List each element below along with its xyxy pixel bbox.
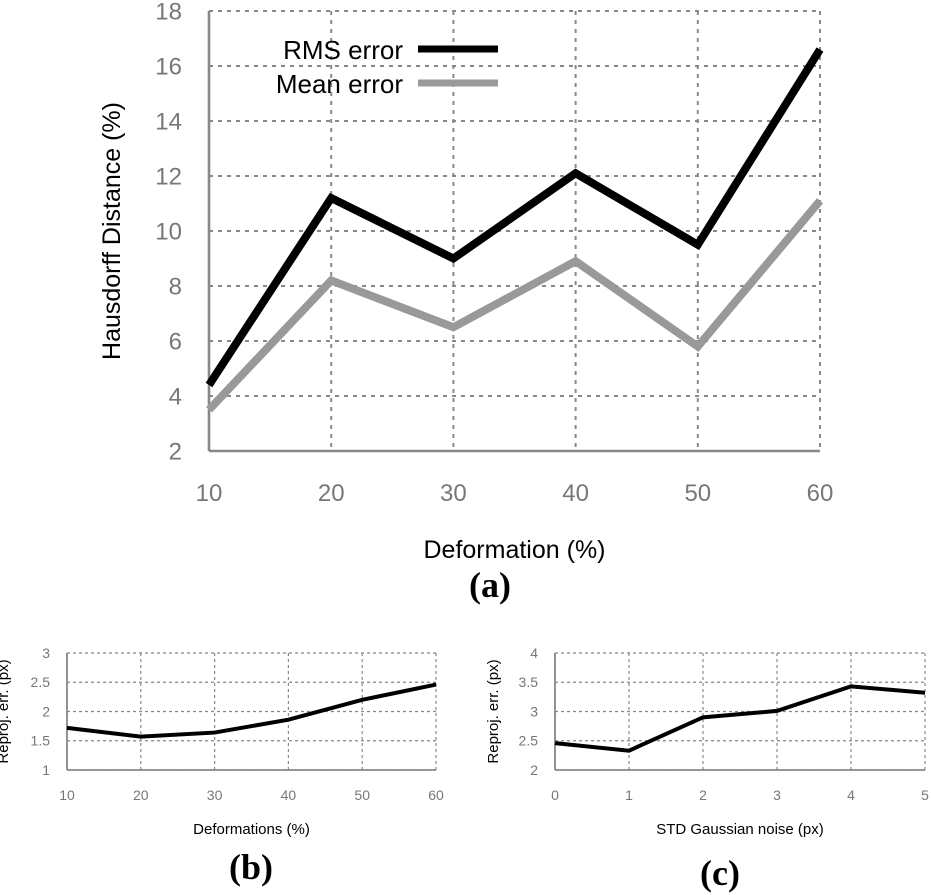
y-tick-label: 2.5: [31, 674, 51, 690]
y-tick-label: 3.5: [519, 674, 539, 690]
series-line-2: [206, 198, 824, 413]
y-tick-label: 1: [42, 762, 50, 778]
y-tick-label: 3: [530, 703, 538, 719]
x-tick-label: 10: [196, 480, 223, 507]
x-tick-label: 4: [847, 787, 855, 803]
x-tick-label: 3: [773, 787, 781, 803]
y-tick-label: 4: [169, 383, 182, 410]
x-tick-label: 30: [207, 787, 223, 803]
y-tick-label: 14: [155, 108, 182, 135]
x-axis-label: STD Gaussian noise (px): [656, 821, 824, 838]
legend-label: RMS error: [283, 35, 403, 65]
y-tick-label: 10: [155, 218, 182, 245]
y-tick-label: 2.5: [519, 733, 539, 749]
y-tick-label: 2: [169, 438, 182, 465]
y-tick-label: 2: [530, 762, 538, 778]
x-tick-label: 10: [59, 787, 75, 803]
panel-label: (b): [229, 847, 273, 887]
y-tick-label: 1.5: [31, 733, 51, 749]
x-axis-label: Deformation (%): [424, 536, 606, 564]
y-tick-label: 12: [155, 163, 182, 190]
x-tick-label: 2: [699, 787, 707, 803]
x-tick-label: 50: [684, 480, 711, 507]
y-tick-label: 4: [530, 645, 538, 661]
panel-label: (c): [700, 853, 740, 893]
y-axis-label: Hausdorff Distance (%): [98, 102, 126, 360]
chart-panel-3: 0 1 2 3 4 5 2 2.5 3 3.5 4 STD Gaussian noise (px) Re…: [485, 645, 929, 893]
chart-panel-1: 10 20 30 40 50 60 2 4 6 8 10 12 14 16 18 Deformation (%…: [98, 0, 833, 605]
x-tick-label: 40: [281, 787, 297, 803]
x-tick-label: 40: [562, 480, 589, 507]
panel-label: (a): [469, 565, 511, 605]
x-tick-label: 0: [551, 787, 559, 803]
x-tick-label: 60: [807, 480, 834, 507]
series-line-1: [554, 684, 926, 753]
x-tick-label: 60: [428, 787, 444, 803]
y-tick-label: 3: [42, 645, 50, 661]
x-tick-label: 20: [133, 787, 149, 803]
y-axis-label: Reproj. err. (px): [485, 659, 502, 763]
chart-panel-2: 10 20 30 40 50 60 1 1.5 2 2.5 3 Deformations (%) Rep…: [0, 645, 444, 887]
series-line-1: [205, 47, 824, 388]
y-tick-label: 6: [169, 328, 182, 355]
x-axis-label: Deformations (%): [193, 821, 310, 838]
y-tick-label: 8: [169, 273, 182, 300]
x-tick-label: 1: [625, 787, 633, 803]
x-tick-label: 50: [354, 787, 370, 803]
x-tick-label: 5: [921, 787, 929, 803]
y-tick-label: 18: [155, 0, 182, 25]
x-tick-label: 30: [440, 480, 467, 507]
x-tick-label: 20: [318, 480, 345, 507]
y-tick-label: 2: [42, 703, 50, 719]
legend-label: Mean error: [276, 69, 403, 99]
y-axis-label: Reproj. err. (px): [0, 659, 12, 763]
series-line-1: [66, 682, 437, 739]
y-tick-label: 16: [155, 53, 182, 80]
